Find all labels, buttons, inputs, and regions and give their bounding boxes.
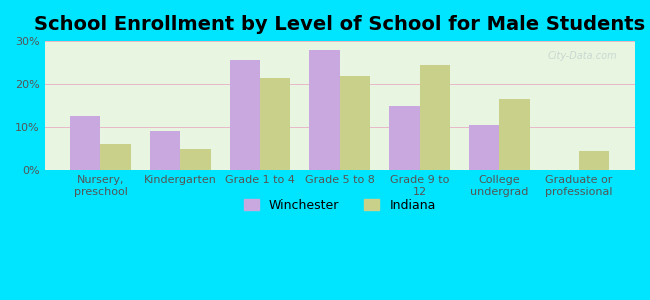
Title: School Enrollment by Level of School for Male Students: School Enrollment by Level of School for… [34, 15, 645, 34]
Bar [150, 131, 180, 170]
Bar [70, 116, 101, 170]
Bar [340, 76, 370, 170]
Bar [229, 61, 260, 170]
Legend: Winchester, Indiana: Winchester, Indiana [238, 193, 442, 218]
Bar [499, 99, 530, 170]
Bar [420, 65, 450, 170]
Bar [309, 50, 340, 170]
Text: City-Data.com: City-Data.com [548, 51, 617, 62]
Bar [180, 149, 211, 170]
Bar [469, 125, 499, 170]
Bar [579, 151, 610, 170]
Bar [389, 106, 420, 170]
Bar [101, 144, 131, 170]
Bar [260, 78, 291, 170]
